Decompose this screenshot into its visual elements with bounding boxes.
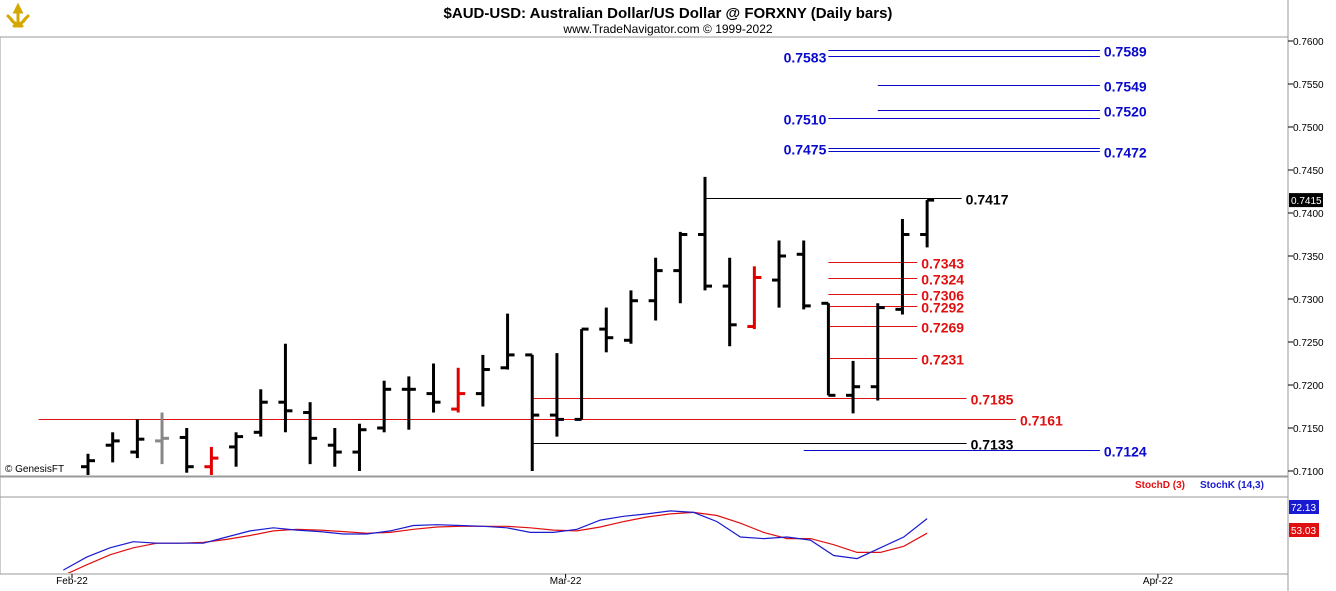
price-level-label: 0.7549 (1104, 79, 1147, 95)
stoch-k-legend: StochK (14,3) (1200, 480, 1264, 491)
ohlc-bar (895, 219, 910, 315)
ohlc-bar (204, 446, 219, 475)
ohlc-bar (648, 257, 663, 321)
price-level-label: 0.7475 (784, 142, 827, 158)
y-tick-label: 0.7500 (1293, 123, 1324, 134)
ohlc-bar (870, 303, 885, 401)
y-tick-label: 0.7600 (1293, 37, 1324, 48)
y-tick-label: 0.7200 (1293, 381, 1324, 392)
y-tick-label: 0.7400 (1293, 209, 1324, 220)
ohlc-bar (81, 453, 95, 475)
price-level-label: 0.7124 (1104, 444, 1147, 460)
price-level-label: 0.7306 (921, 288, 964, 304)
ohlc-bars (81, 176, 935, 475)
chart-subtitle: www.TradeNavigator.com © 1999-2022 (562, 22, 772, 36)
ohlc-bar (772, 240, 787, 308)
ohlc-bar (500, 313, 515, 370)
y-tick-label: 0.7100 (1293, 467, 1324, 478)
price-pane-frame (0, 36, 1289, 477)
stoch-d-value-box (1289, 523, 1319, 537)
price-level-label: 0.7343 (921, 256, 964, 272)
price-level-label: 0.7520 (1104, 104, 1147, 120)
ohlc-bar (130, 419, 145, 459)
stoch-d-value: 53.03 (1291, 526, 1316, 537)
ohlc-bar (846, 360, 861, 414)
ohlc-bar (821, 301, 836, 397)
ohlc-bar (673, 231, 688, 304)
stoch-d-legend: StochD (3) (1135, 480, 1185, 491)
ohlc-bar (747, 266, 762, 330)
x-tick-label: Mar-22 (550, 576, 582, 587)
y-tick-label: 0.7150 (1293, 424, 1324, 435)
last-price-marker: 0.7415 (1289, 193, 1323, 208)
ohlc-bar (574, 327, 589, 421)
ohlc-bar (549, 353, 564, 437)
stochastic-oscillator: StochD (3) StochK (14,3) 72.13 53.03 (63, 480, 1319, 573)
price-axis: 0.7600 0.7550 0.7500 0.7450 0.7400 0.7350 0.73… (1288, 37, 1324, 478)
price-level-label: 0.7417 (966, 192, 1009, 208)
stoch-k-line (63, 510, 928, 571)
y-tick-label: 0.7300 (1293, 295, 1324, 306)
oscillator-pane-frame (0, 476, 1289, 575)
ohlc-bar (525, 353, 540, 471)
last-price-box (1289, 193, 1323, 208)
price-level-label: 0.7161 (1020, 413, 1063, 429)
y-tick-label: 0.7450 (1293, 166, 1324, 177)
price-level-label: 0.7324 (921, 272, 964, 288)
ohlc-bar (253, 389, 268, 437)
price-level-label: 0.7185 (971, 392, 1014, 408)
price-level-label: 0.7510 (784, 112, 827, 128)
price-level-label: 0.7269 (921, 320, 964, 336)
y-tick-label: 0.7250 (1293, 338, 1324, 349)
last-price-label: 0.7415 (1291, 196, 1322, 207)
ohlc-bar (155, 412, 170, 465)
ohlc-bar (698, 176, 712, 291)
ohlc-bar (377, 380, 392, 433)
ohlc-bar (722, 257, 737, 347)
ohlc-bar (796, 240, 811, 310)
price-levels: 0.7589 0.7583 0.7549 0.7520 0.7510 0.7475 0.74… (38, 44, 1147, 460)
trade-navigator-logo (4, 2, 32, 32)
x-tick-label: Apr-22 (1143, 576, 1173, 587)
y-tick-label: 0.7550 (1293, 80, 1324, 91)
ohlc-bar (105, 432, 120, 463)
ohlc-bar (920, 198, 935, 248)
chart-title: $AUD-USD: Australian Dollar/US Dollar @ … (444, 5, 893, 22)
ohlc-bar (229, 432, 244, 467)
x-tick-label: Feb-22 (56, 576, 88, 587)
ohlc-bar (278, 343, 293, 433)
price-level-label: 0.7133 (971, 437, 1014, 453)
price-level-label: 0.7292 (921, 300, 964, 316)
ohlc-bar (179, 428, 194, 473)
watermark: © GenesisFT (5, 464, 64, 475)
ohlc-bar (327, 428, 342, 467)
ohlc-bar (401, 376, 416, 430)
ohlc-bar (599, 307, 614, 353)
ohlc-bar (352, 423, 367, 471)
ohlc-bar (426, 363, 441, 413)
ohlc-bar (451, 367, 466, 413)
stoch-k-value: 72.13 (1291, 503, 1316, 514)
price-level-label: 0.7231 (921, 352, 964, 368)
price-level-label: 0.7583 (784, 50, 827, 66)
stoch-k-value-box (1289, 500, 1319, 514)
price-level-label: 0.7472 (1104, 145, 1147, 161)
y-tick-label: 0.7350 (1293, 252, 1324, 263)
ohlc-bar (623, 290, 638, 344)
price-level-label: 0.7589 (1104, 44, 1147, 60)
ohlc-bar (475, 354, 490, 407)
time-axis: Feb-22 Mar-22 Apr-22 (56, 574, 1173, 587)
ohlc-bar (303, 402, 318, 465)
